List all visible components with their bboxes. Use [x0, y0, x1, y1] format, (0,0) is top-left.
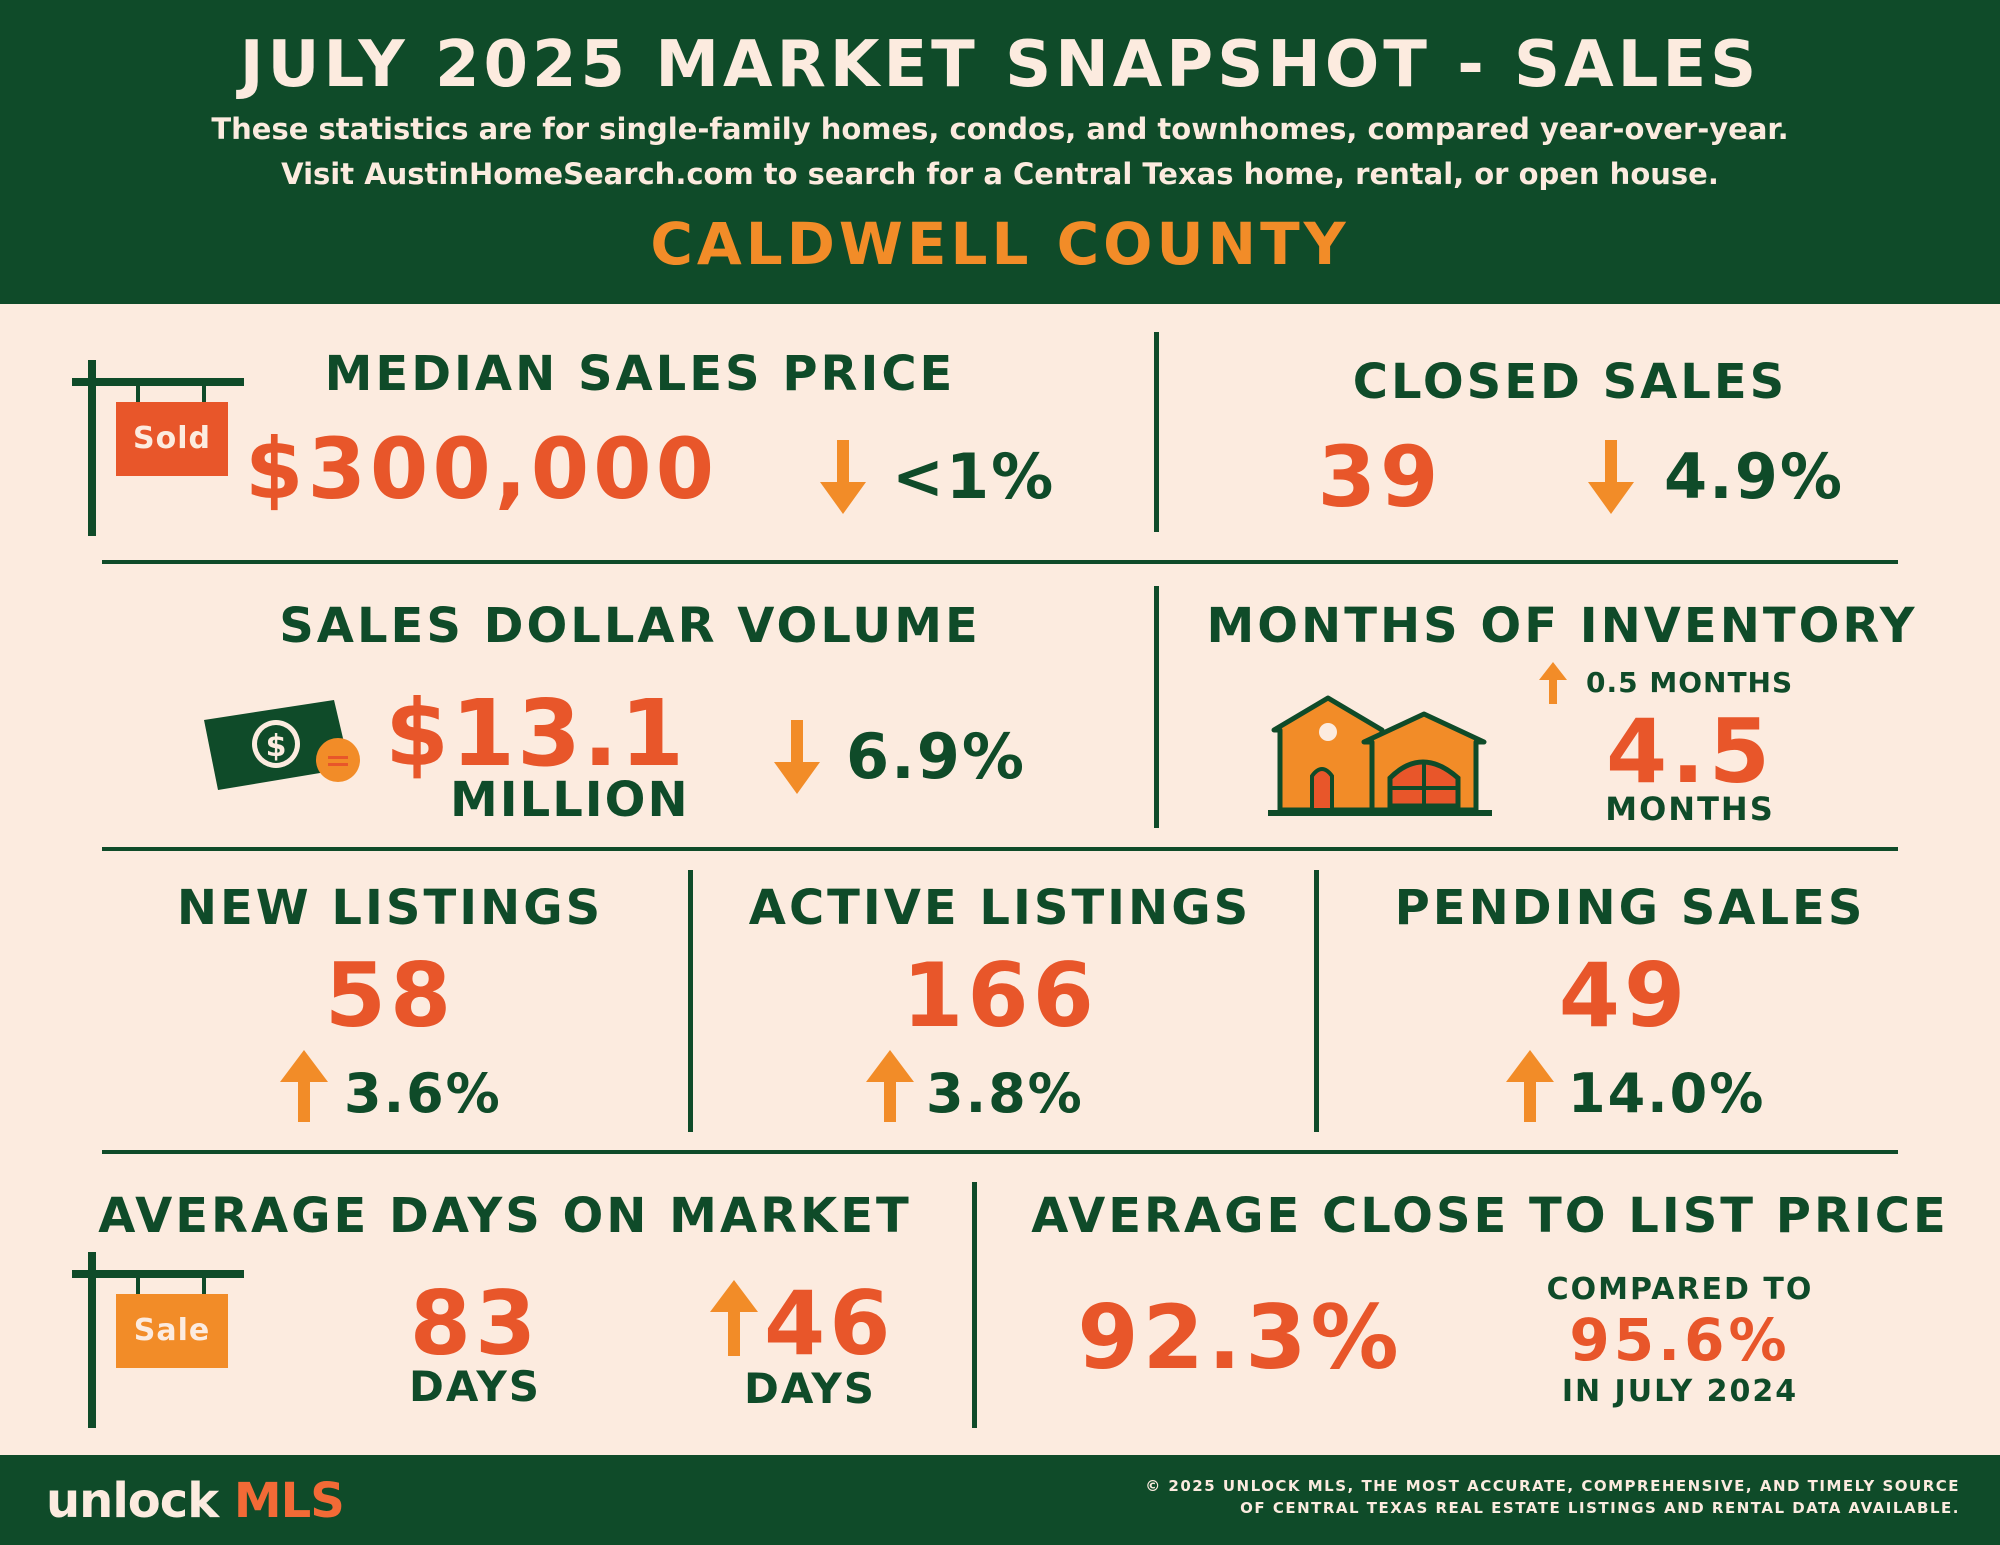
close-to-list-label: AVERAGE CLOSE TO LIST PRICE	[1031, 1188, 1949, 1244]
money-icon: $	[204, 700, 360, 790]
sales-dollar-volume-label: SALES DOLLAR VOLUME	[279, 598, 981, 654]
county-name: CALDWELL COUNTY	[650, 210, 1350, 278]
divider-h3	[102, 1150, 1898, 1154]
subtitle-line-1: These statistics are for single-family h…	[211, 112, 1789, 146]
copyright: © 2025 UNLOCK MLS, THE MOST ACCURATE, CO…	[1145, 1475, 1960, 1519]
days-on-market-label: AVERAGE DAYS ON MARKET	[98, 1188, 912, 1244]
days-on-market-change: 46	[764, 1272, 895, 1375]
arrow-up-icon	[710, 1280, 758, 1356]
median-sales-price-change: <1%	[892, 440, 1056, 513]
arrow-up-icon	[280, 1050, 328, 1122]
arrow-down-icon	[774, 720, 820, 794]
pending-sales-change: 14.0%	[1568, 1062, 1766, 1125]
sales-dollar-volume-change: 6.9%	[846, 720, 1026, 793]
months-of-inventory-unit: MONTHS	[1605, 790, 1775, 828]
arrow-up-icon	[1506, 1050, 1554, 1122]
sale-sign-icon	[72, 1252, 244, 1428]
house-icon	[1268, 695, 1492, 816]
divider-row1	[1154, 332, 1159, 532]
close-to-list-compared-value: 95.6%	[1569, 1306, 1791, 1374]
arrow-down-icon	[1588, 440, 1634, 514]
months-of-inventory-label: MONTHS OF INVENTORY	[1206, 598, 1918, 654]
pending-sales-label: PENDING SALES	[1394, 880, 1866, 936]
sold-sign-icon	[72, 360, 244, 536]
median-sales-price-label: MEDIAN SALES PRICE	[324, 346, 956, 402]
divider-h1	[102, 560, 1898, 564]
logo-prefix: unlock	[46, 1473, 219, 1529]
arrow-down-icon	[820, 440, 866, 514]
new-listings-change: 3.6%	[344, 1062, 502, 1125]
days-on-market-value: 83	[409, 1272, 541, 1375]
sales-dollar-volume-unit: MILLION	[450, 772, 690, 828]
footer: unlock MLS © 2025 UNLOCK MLS, THE MOST A…	[0, 1455, 2000, 1545]
header: JULY 2025 MARKET SNAPSHOT - SALES These …	[0, 0, 2000, 304]
page-title: JULY 2025 MARKET SNAPSHOT - SALES	[239, 28, 1761, 102]
closed-sales-value: 39	[1317, 428, 1443, 526]
closed-sales-change: 4.9%	[1664, 440, 1844, 513]
median-sales-price-value: $300,000	[245, 420, 719, 518]
days-on-market-change-unit: DAYS	[743, 1364, 876, 1413]
months-of-inventory-change: 0.5 MONTHS	[1586, 666, 1794, 699]
divider-row3-b	[1314, 870, 1319, 1132]
sale-sign-text: Sale	[133, 1313, 211, 1348]
sold-sign-text: Sold	[133, 421, 211, 456]
days-on-market-unit: DAYS	[408, 1362, 541, 1411]
new-listings-label: NEW LISTINGS	[176, 880, 604, 936]
arrow-up-icon	[866, 1050, 914, 1122]
close-to-list-compared-label: COMPARED TO	[1546, 1272, 1814, 1307]
copyright-line-2: OF CENTRAL TEXAS REAL ESTATE LISTINGS AN…	[1240, 1499, 1960, 1517]
copyright-line-1: © 2025 UNLOCK MLS, THE MOST ACCURATE, CO…	[1145, 1477, 1960, 1495]
unlock-mls-logo[interactable]: unlock MLS	[46, 1473, 345, 1529]
svg-text:$: $	[266, 729, 287, 764]
new-listings-value: 58	[324, 944, 456, 1047]
sales-dollar-volume-value: $13.1	[385, 680, 687, 787]
divider-row3-a	[688, 870, 693, 1132]
active-listings-value: 166	[902, 944, 1098, 1047]
divider-h2	[102, 847, 1898, 851]
active-listings-label: ACTIVE LISTINGS	[748, 880, 1252, 936]
divider-row4	[972, 1182, 977, 1428]
pending-sales-value: 49	[1558, 944, 1690, 1047]
closed-sales-label: CLOSED SALES	[1352, 354, 1788, 410]
months-of-inventory-value: 4.5	[1606, 700, 1774, 803]
close-to-list-compared-period: IN JULY 2024	[1561, 1374, 1799, 1409]
close-to-list-value: 92.3%	[1077, 1286, 1403, 1389]
subtitle-line-2: Visit AustinHomeSearch.com to search for…	[281, 157, 1719, 191]
active-listings-change: 3.8%	[926, 1062, 1084, 1125]
divider-row2	[1154, 586, 1159, 828]
logo-suffix: MLS	[233, 1473, 345, 1529]
arrow-up-icon	[1539, 662, 1567, 704]
